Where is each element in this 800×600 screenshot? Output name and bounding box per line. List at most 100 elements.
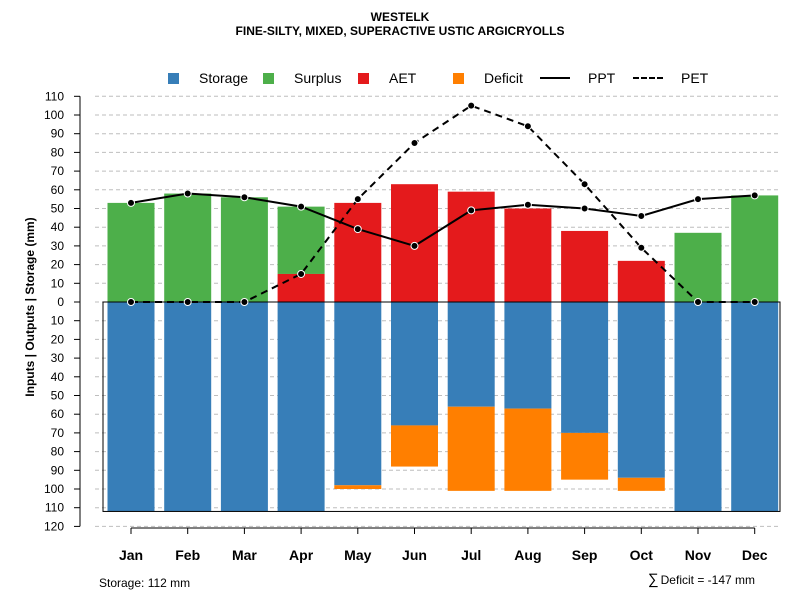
bar-aet-may bbox=[334, 202, 382, 302]
y-tick-label: 70 bbox=[51, 426, 65, 440]
legend-label-ppt: PPT bbox=[588, 70, 616, 86]
line-ppt bbox=[130, 192, 755, 247]
y-tick-label: 0 bbox=[57, 295, 64, 309]
bar-deficit-oct bbox=[617, 477, 665, 491]
x-tick-label-jun: Jun bbox=[402, 547, 427, 563]
x-tick-label-mar: Mar bbox=[232, 547, 257, 563]
bar-storage-nov bbox=[674, 302, 722, 512]
legend-item-deficit: Deficit bbox=[453, 70, 523, 86]
bar-storage-aug bbox=[504, 302, 552, 409]
y-tick-label: 20 bbox=[51, 258, 65, 272]
y-tick-label: 60 bbox=[51, 183, 65, 197]
point-pet-oct bbox=[637, 243, 646, 252]
bar-storage-sep bbox=[561, 302, 609, 433]
point-pet-feb bbox=[183, 298, 192, 306]
bar-surplus-apr bbox=[277, 206, 325, 274]
point-pet-dec bbox=[750, 298, 759, 306]
chart-title: WESTELK bbox=[370, 10, 430, 24]
line-series bbox=[127, 101, 759, 306]
legend-swatch-storage bbox=[168, 72, 179, 84]
legend-item-surplus: Surplus bbox=[263, 70, 341, 86]
y-tick-label: 40 bbox=[51, 370, 65, 384]
line-pet bbox=[131, 104, 755, 303]
y-tick-label: 50 bbox=[51, 389, 65, 403]
legend-label-deficit: Deficit bbox=[484, 70, 523, 86]
legend: Storage Surplus AET Deficit PPT PET bbox=[0, 70, 800, 90]
bar-aet-oct bbox=[617, 260, 665, 302]
y-tick-label: 60 bbox=[51, 407, 65, 421]
point-ppt-feb bbox=[183, 189, 192, 198]
y-tick-label: 100 bbox=[44, 108, 64, 122]
x-tick-label-aug: Aug bbox=[514, 547, 541, 563]
x-tick-label-apr: Apr bbox=[289, 547, 314, 563]
y-tick-label: 110 bbox=[45, 501, 64, 515]
legend-label-aet: AET bbox=[389, 70, 417, 86]
y-tick-label: 70 bbox=[51, 164, 65, 178]
bar-aet-aug bbox=[504, 208, 552, 302]
point-ppt-may bbox=[353, 225, 362, 234]
legend-item-pet: PET bbox=[633, 70, 708, 86]
y-axis-label: Inputs | Outputs | Storage (mm) bbox=[23, 217, 37, 397]
storage-note: Storage: 112 mm bbox=[99, 576, 191, 590]
legend-swatch-surplus bbox=[263, 72, 274, 84]
bar-deficit-jun bbox=[391, 425, 438, 467]
point-pet-aug bbox=[523, 122, 532, 131]
legend-item-storage: Storage bbox=[168, 70, 248, 86]
bar-surplus-jan bbox=[107, 202, 155, 302]
y-tick-label: 50 bbox=[51, 202, 65, 216]
y-tick-label: 90 bbox=[51, 127, 65, 141]
x-tick-label-sep: Sep bbox=[572, 547, 598, 563]
point-pet-sep bbox=[580, 180, 589, 189]
point-pet-jul bbox=[467, 101, 476, 110]
bar-storage-apr bbox=[277, 302, 325, 512]
point-ppt-oct bbox=[637, 211, 646, 220]
y-tick-label: 40 bbox=[51, 220, 65, 234]
legend-item-aet: AET bbox=[358, 70, 416, 86]
point-ppt-apr bbox=[297, 202, 306, 211]
bar-storage-dec bbox=[731, 302, 779, 512]
deficit-note-text: Deficit = -147 mm bbox=[660, 572, 755, 587]
legend-item-ppt: PPT bbox=[540, 70, 615, 86]
point-ppt-nov bbox=[694, 195, 702, 204]
y-tick-label: 10 bbox=[51, 276, 65, 290]
point-pet-mar bbox=[240, 298, 249, 306]
point-ppt-dec bbox=[750, 191, 759, 200]
x-tick-label-jul: Jul bbox=[461, 547, 481, 563]
bar-surplus-feb bbox=[164, 193, 212, 302]
y-tick-label: 100 bbox=[44, 482, 64, 496]
legend-swatch-deficit bbox=[453, 72, 464, 84]
point-ppt-jan bbox=[127, 198, 135, 207]
bar-surplus-dec bbox=[731, 195, 779, 302]
y-tick-label: 30 bbox=[51, 351, 65, 365]
legend-label-storage: Storage bbox=[199, 70, 249, 86]
x-tick-label-dec: Dec bbox=[742, 547, 768, 563]
y-tick-label: 10 bbox=[51, 314, 65, 328]
point-ppt-mar bbox=[240, 193, 249, 202]
x-tick-label-feb: Feb bbox=[175, 547, 200, 563]
y-tick-label: 80 bbox=[51, 145, 65, 159]
legend-label-pet: PET bbox=[681, 70, 709, 86]
bar-deficit-jul bbox=[447, 406, 495, 491]
sigma-symbol: ∑ bbox=[647, 571, 659, 588]
point-ppt-jun bbox=[410, 241, 419, 250]
bar-storage-mar bbox=[220, 302, 268, 512]
y-tick-label: 80 bbox=[51, 445, 65, 459]
y-tick-label: 30 bbox=[51, 239, 65, 253]
bar-surplus-nov bbox=[674, 232, 722, 302]
x-tick-label-oct: Oct bbox=[630, 547, 654, 563]
x-tick-label-may: May bbox=[344, 547, 371, 563]
y-tick-label: 110 bbox=[45, 89, 64, 103]
bar-storage-jul bbox=[447, 302, 495, 407]
bar-aet-sep bbox=[561, 230, 609, 302]
y-tick-label: 90 bbox=[51, 463, 65, 477]
y-tick-label: 20 bbox=[51, 332, 65, 346]
bar-storage-oct bbox=[617, 302, 665, 478]
bar-series bbox=[107, 184, 779, 512]
point-ppt-aug bbox=[523, 200, 532, 209]
bar-storage-may bbox=[334, 302, 382, 486]
bar-storage-jun bbox=[391, 302, 438, 426]
y-tick-label: 120 bbox=[44, 519, 64, 533]
legend-line-ppt bbox=[540, 77, 570, 79]
point-pet-may bbox=[353, 195, 362, 204]
legend-line-pet bbox=[633, 77, 663, 79]
